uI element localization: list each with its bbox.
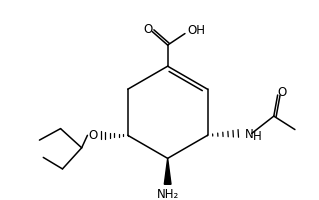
Text: NH₂: NH₂ [157, 187, 179, 200]
Text: O: O [278, 85, 287, 98]
Text: O: O [143, 23, 152, 36]
Text: OH: OH [188, 24, 205, 37]
Polygon shape [164, 159, 171, 184]
Text: O: O [89, 128, 98, 141]
Text: N: N [244, 127, 253, 140]
Text: H: H [253, 129, 262, 142]
